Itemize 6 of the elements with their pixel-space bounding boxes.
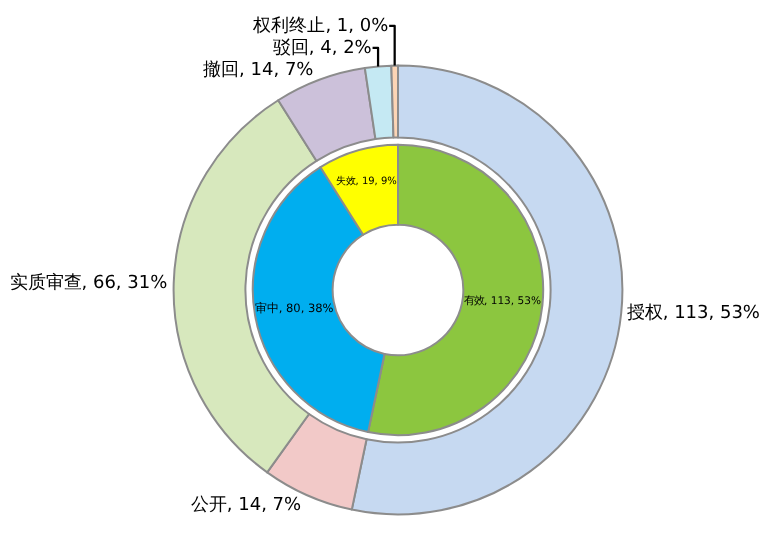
slice-label: 撤回, 14, 7% (203, 58, 315, 81)
slice-label: 授权, 113, 53% (626, 302, 761, 325)
slice-label: 权利终止, 1, 0% (251, 14, 390, 37)
slice-label: 驳回, 4, 2% (272, 36, 373, 59)
slice-label: 实质审查, 66, 31% (9, 272, 169, 295)
slice-label: 公开, 14, 7% (190, 493, 303, 516)
